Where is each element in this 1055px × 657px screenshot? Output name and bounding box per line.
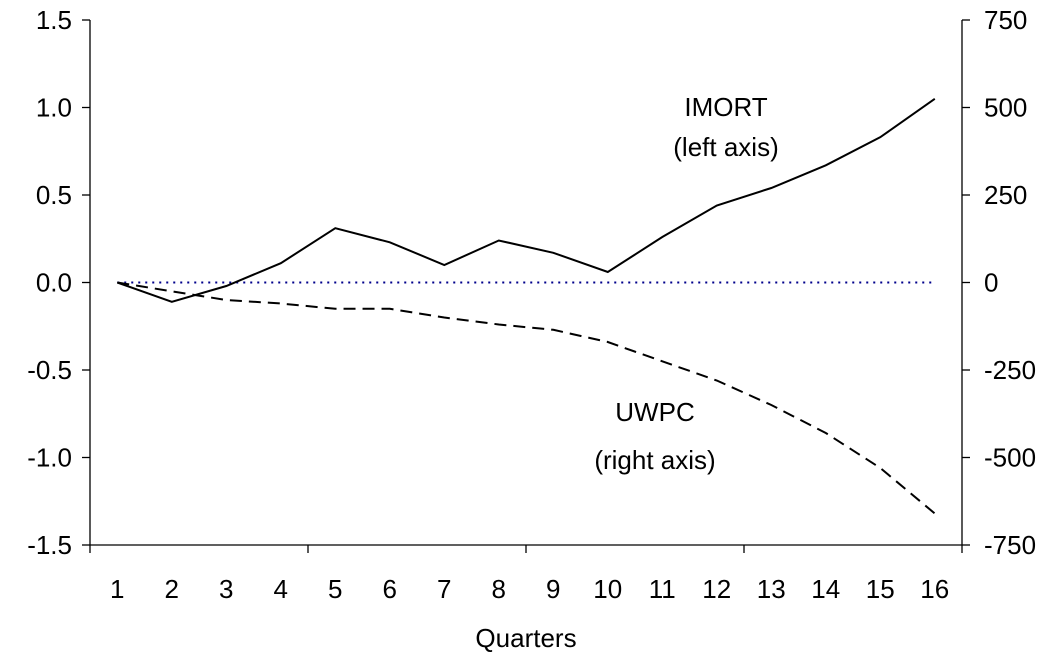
- x-axis-label: Quarters: [475, 623, 576, 653]
- left-axis-tick-label: -1.0: [27, 443, 72, 473]
- x-axis-tick-label: 12: [702, 574, 731, 604]
- x-axis-tick-label: 2: [165, 574, 179, 604]
- imort-annotation-line2: (left axis): [673, 132, 778, 162]
- uwpc-series-line: [117, 281, 936, 515]
- x-axis-tick-label: 9: [546, 574, 560, 604]
- right-axis-tick-label: -750: [984, 530, 1036, 560]
- x-axis-tick-label: 16: [920, 574, 949, 604]
- right-axis-tick-label: 0: [984, 268, 998, 298]
- left-axis-tick-label: 1.5: [36, 5, 72, 35]
- left-axis-tick-label: 0.5: [36, 180, 72, 210]
- x-axis-tick-label: 7: [437, 574, 451, 604]
- left-axis-tick-label: 0.0: [36, 268, 72, 298]
- right-axis-tick-label: -500: [984, 443, 1036, 473]
- x-axis-tick-label: 6: [383, 574, 397, 604]
- axes: [82, 19, 970, 553]
- uwpc-annotation-line2: (right axis): [594, 445, 715, 475]
- right-axis-tick-label: 750: [984, 5, 1027, 35]
- x-axis-tick-label: 3: [219, 574, 233, 604]
- x-axis-tick-label: 4: [274, 574, 288, 604]
- imort-annotation-line1: IMORT: [684, 92, 767, 122]
- left-axis-tick-label: 1.0: [36, 93, 72, 123]
- uwpc-annotation-line1: UWPC: [615, 397, 694, 427]
- x-axis-tick-label: 8: [492, 574, 506, 604]
- series-layer: [116, 97, 936, 515]
- left-axis-tick-label: -0.5: [27, 355, 72, 385]
- x-axis-tick-label: 11: [649, 574, 676, 604]
- right-axis-tick-label: 250: [984, 180, 1027, 210]
- left-axis-tick-label: -1.5: [27, 530, 72, 560]
- x-axis-tick-label: 15: [866, 574, 895, 604]
- x-axis-tick-label: 5: [328, 574, 342, 604]
- x-axis-tick-label: 1: [110, 574, 124, 604]
- x-axis-tick-label: 14: [811, 574, 840, 604]
- right-axis-tick-label: 500: [984, 93, 1027, 123]
- imort-series-line: [116, 97, 936, 303]
- right-axis-tick-label: -250: [984, 355, 1036, 385]
- tick-labels: 1.5 1.0 0.5 0.0 -0.5 -1.0 -1.5 750 500 250 0 -250 -5…: [27, 5, 1036, 604]
- x-axis-tick-label: 13: [757, 574, 786, 604]
- x-axis-tick-label: 10: [593, 574, 622, 604]
